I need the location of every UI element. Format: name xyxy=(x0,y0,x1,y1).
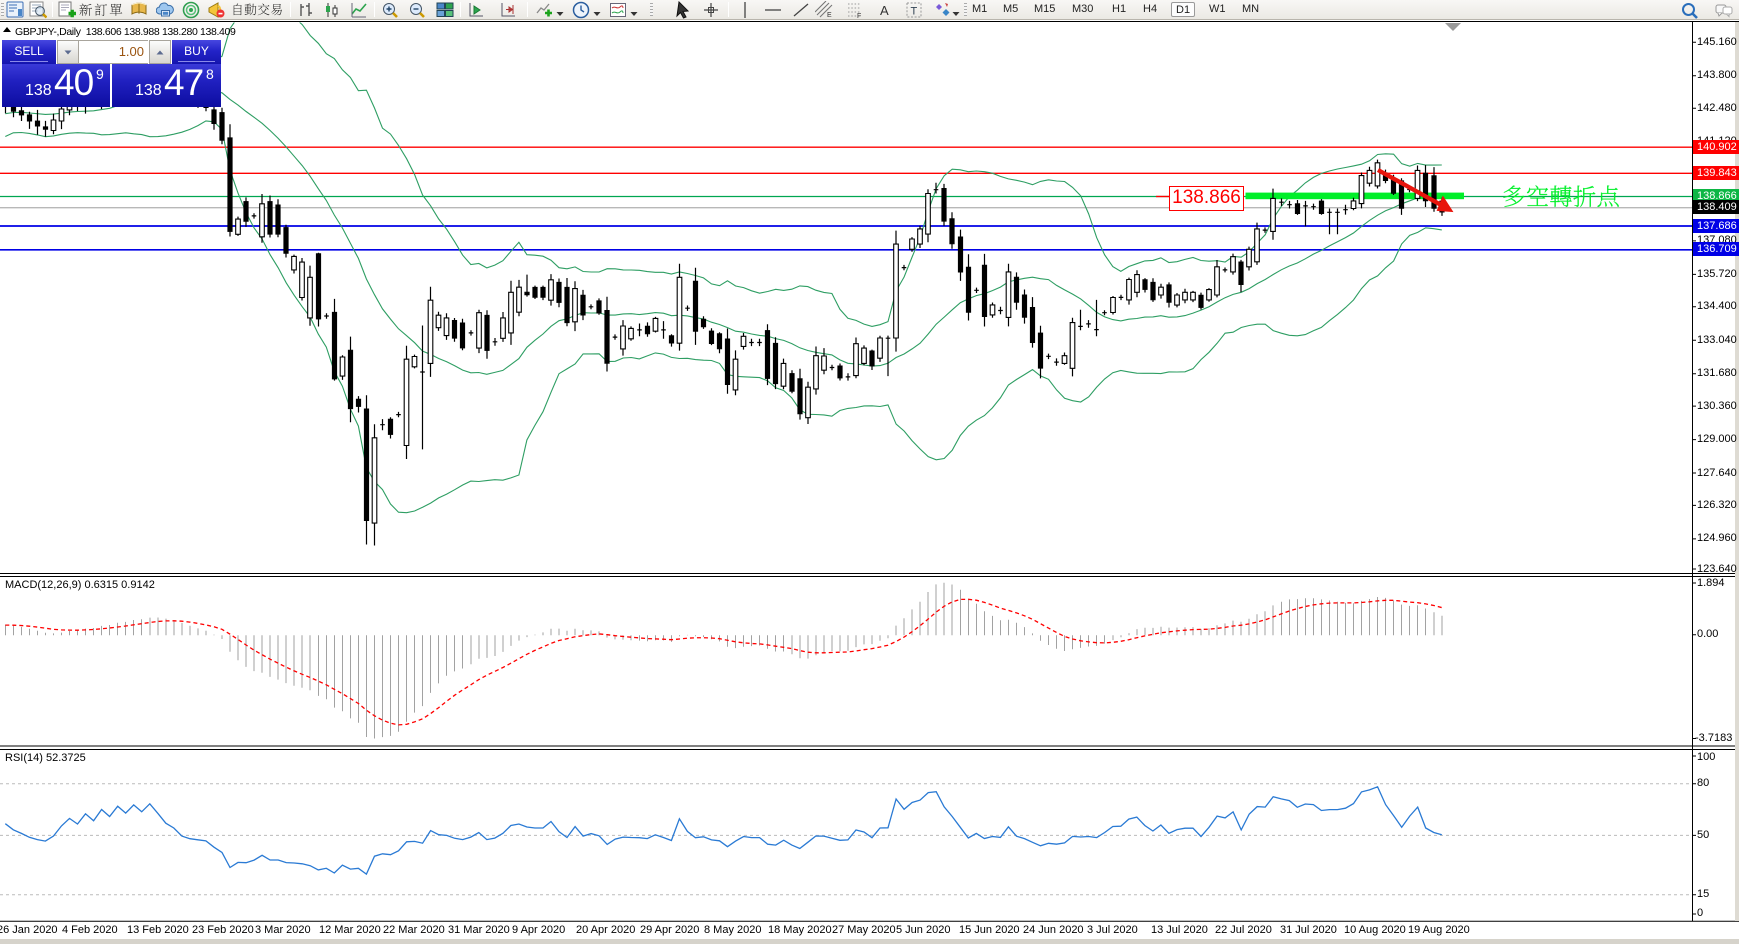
svg-text:T: T xyxy=(911,6,918,18)
svg-text:A: A xyxy=(880,3,889,18)
svg-text:F: F xyxy=(857,13,861,19)
svg-text:E: E xyxy=(827,12,832,19)
